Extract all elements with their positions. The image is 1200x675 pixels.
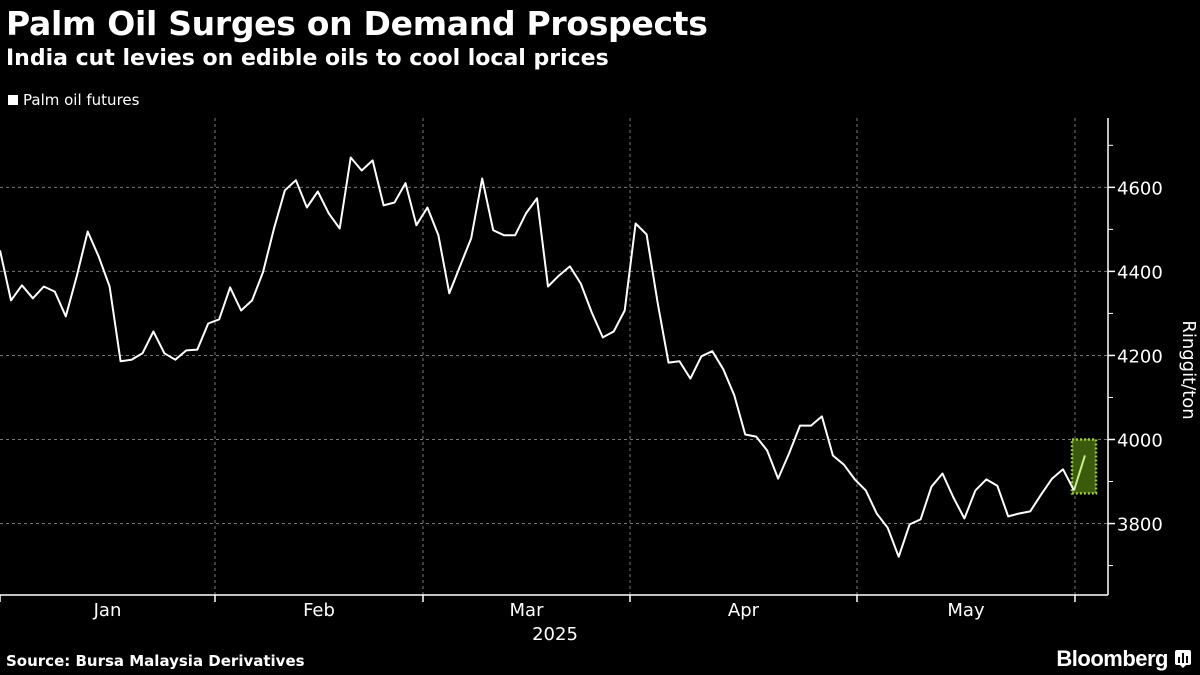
y-tick-label: 4200 [1117, 346, 1163, 367]
y-tick-label: 4400 [1117, 262, 1163, 283]
legend: Palm oil futures [8, 91, 139, 109]
x-tick-label: Feb [303, 600, 335, 621]
chart-subtitle: India cut levies on edible oils to cool … [6, 46, 609, 71]
bloomberg-logo: Bloomberg [1056, 646, 1192, 672]
x-tick-label: Apr [728, 600, 760, 621]
x-tick-label: Jan [93, 600, 122, 621]
source-note: Source: Bursa Malaysia Derivatives [6, 652, 305, 670]
brand-name: Bloomberg [1056, 646, 1168, 671]
x-axis-year-label: 2025 [532, 624, 578, 645]
chart-icon [1175, 650, 1191, 668]
highlight-segment [1073, 455, 1086, 491]
y-tick-label: 4000 [1117, 431, 1163, 452]
y-axis-label: Ringgit/ton [1178, 320, 1199, 419]
highlight-box [1070, 438, 1098, 495]
y-tick-label: 3800 [1117, 515, 1163, 536]
y-tick-label: 4600 [1117, 178, 1163, 199]
series-line-palm-oil [0, 156, 1075, 558]
chart-title: Palm Oil Surges on Demand Prospects [6, 4, 708, 43]
x-tick-label: May [947, 600, 985, 621]
x-tick-label: Mar [510, 600, 545, 621]
legend-swatch [8, 95, 18, 105]
legend-label: Palm oil futures [23, 91, 140, 109]
